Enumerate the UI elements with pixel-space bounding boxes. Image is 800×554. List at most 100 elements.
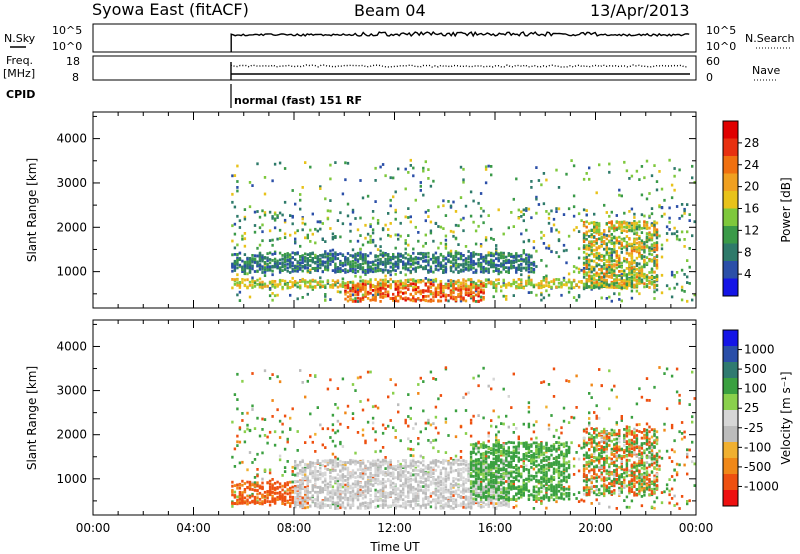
velocity-cell [464,409,468,412]
power-cell [261,230,264,234]
power-cell [243,278,247,282]
velocity-cell [484,455,488,458]
velocity-cell [301,460,304,463]
velocity-cell [246,486,249,489]
power-cell [620,244,623,247]
power-cell [660,247,664,251]
power-cell [321,254,324,258]
velocity-cell [243,501,247,505]
velocity-cell [615,421,618,424]
power-cell [650,224,654,227]
power-cell [354,300,357,303]
velocity-cell [304,496,307,499]
power-cell [477,263,480,267]
velocity-cell [299,493,302,497]
power-cell [321,238,324,241]
freq-label: Freq. [6,54,33,67]
velocity-cell [675,390,679,394]
power-cell [349,222,352,226]
power-cell [326,279,330,283]
power-cell [289,271,292,274]
velocity-cell [296,474,299,478]
power-cell [389,297,392,300]
velocity-cell [241,493,244,497]
power-cell [585,237,588,241]
power-cell [291,261,294,265]
velocity-cell [324,460,327,464]
velocity-cell [490,419,493,422]
velocity-cell [304,466,307,470]
power-cell [291,281,294,284]
power-cell [291,222,294,226]
power-cell [233,232,237,236]
power-cell [487,267,490,271]
velocity-cell [417,442,420,446]
velocity-cell [598,502,601,505]
power-cell [590,245,593,249]
velocity-cell [670,487,674,491]
power-cell [241,278,244,281]
power-cell [613,280,616,283]
power-cell [258,265,262,269]
power-cell [449,252,453,256]
power-cell [505,286,508,289]
velocity-cell [278,497,282,501]
power-cell [495,244,498,247]
velocity-cell [336,483,340,487]
velocity-cell [311,484,314,488]
velocity-cell [299,483,302,487]
velocity-cell [331,439,335,443]
power-cell [364,286,367,289]
power-cell [346,269,350,273]
power-cell [404,239,407,242]
power-cell [567,272,571,276]
power-cell [628,253,631,257]
power-cell [402,266,405,270]
power-cell [688,265,691,269]
power-cell [291,267,294,271]
velocity-cell [688,499,691,503]
power-cell [613,226,616,230]
power-cell [625,267,629,270]
power-cell [527,291,531,294]
power-cell [422,252,425,256]
power-cell [316,281,319,284]
power-cell [243,267,247,271]
power-cell [344,255,347,259]
power-cell [565,281,568,285]
power-cell [633,273,636,277]
power-cell [339,290,342,294]
power-cell [650,253,654,256]
power-cell [278,258,282,262]
power-cell [236,186,239,189]
power-cell [469,258,473,261]
power-cell [251,264,254,268]
power-cell [407,288,410,291]
velocity-cell [251,488,254,491]
power-cell [590,249,593,252]
velocity-cell [344,475,347,478]
power-cell [283,218,287,222]
power-cell [324,299,327,302]
velocity-cell [304,462,307,466]
power-cell [680,214,684,218]
power-cell [547,221,551,225]
power-cell [381,251,385,255]
power-cell [324,265,327,268]
power-cell [628,244,631,247]
velocity-cell [319,462,322,465]
velocity-cell [261,502,264,506]
power-cell [427,215,430,218]
power-cell [261,265,264,269]
power-cell [673,188,676,192]
power-cell [359,275,362,279]
velocity-cell [306,493,309,497]
power-cell [354,261,357,265]
power-cell [640,265,644,269]
velocity-cell [334,476,337,480]
power-cell [361,196,365,200]
power-cell [540,293,543,297]
velocity-cell [454,409,458,413]
power-cell [296,251,299,255]
power-cell [246,278,249,282]
